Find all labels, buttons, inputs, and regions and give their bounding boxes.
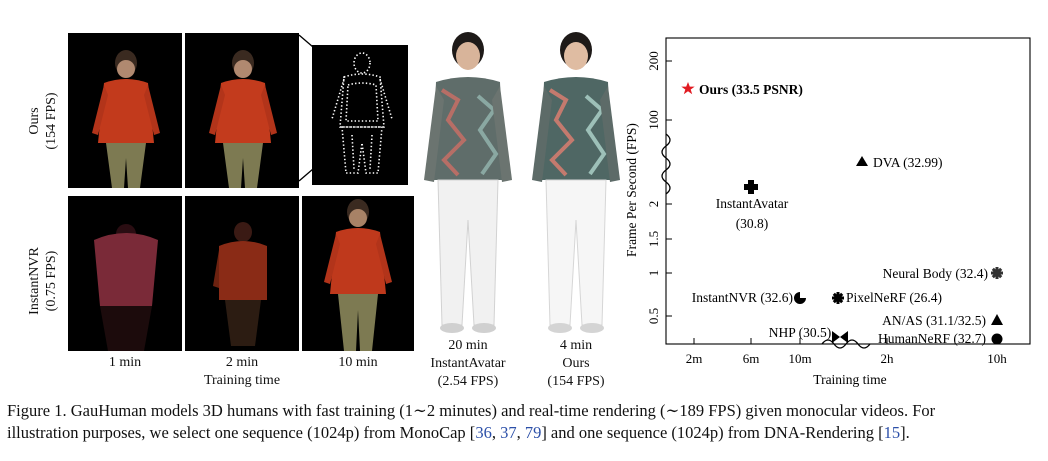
ours-avatar-fps: (154 FPS) [547, 374, 605, 389]
citation-15[interactable]: 15 [883, 423, 901, 442]
instantavatar-fps: (2.54 FPS) [437, 374, 499, 389]
time-label-2min: 2 min [225, 355, 259, 370]
zoom-connector [298, 33, 315, 183]
instantavatar-name: InstantAvatar [430, 356, 506, 371]
marker-dva-triangle [856, 156, 868, 166]
caption-line-2-mid: ] and one sequence (1024p) from DNA-Rend… [541, 423, 884, 442]
marker-pixelnerf-burst [832, 292, 844, 304]
ours-avatar-name: Ours [562, 356, 590, 371]
instantnvr-2min-render [185, 196, 299, 351]
x-tick-10h: 10h [987, 351, 1007, 366]
fps-vs-training-chart: 200 100 2 1.5 1 0.5 Frame Per Second (FP… [620, 30, 1040, 398]
caption-sep: , [491, 423, 501, 442]
y-tick-2: 2 [646, 201, 661, 208]
citation-37[interactable]: 37 [500, 423, 517, 442]
time-label-10min: 10 min [338, 355, 378, 370]
ours-avatar-label: 4 min Ours (154 FPS) [520, 337, 632, 391]
ours-avatar-render [526, 30, 626, 335]
ours-avatar-time: 4 min [559, 338, 593, 353]
label-dva: DVA (32.99) [873, 155, 943, 170]
marker-neuralbody-burst [991, 267, 1003, 279]
label-instantavatar-line1: InstantAvatar [716, 196, 789, 211]
caption-sep: , [516, 423, 525, 442]
instantnvr-10min-render [302, 196, 414, 351]
marker-instantnvr-halfcircle [794, 292, 806, 304]
ours-gaussian-points-render [312, 45, 408, 185]
y-tick-1: 1 [646, 270, 661, 277]
y-tick-100: 100 [646, 110, 661, 130]
label-humannerf: HumanNeRF (32.7) [878, 331, 986, 346]
chart-svg: 200 100 2 1.5 1 0.5 Frame Per Second (FP… [624, 37, 1031, 387]
marker-anas-triangle [991, 314, 1003, 325]
training-time-title-left: Training time [203, 373, 281, 388]
ours-1min-render [68, 33, 182, 188]
row-label-ours: Ours (154 FPS) [27, 92, 59, 150]
marker-humannerf-circle [991, 333, 1003, 345]
y-tick-200: 200 [646, 51, 661, 71]
instantavatar-label: 20 min InstantAvatar (2.54 FPS) [412, 337, 524, 391]
citation-36[interactable]: 36 [475, 423, 492, 442]
x-tick-2h: 2h [881, 351, 895, 366]
citation-79[interactable]: 79 [524, 423, 542, 442]
label-instantnvr: InstantNVR (32.6) [692, 290, 793, 305]
x-tick-10m: 10m [788, 351, 811, 366]
label-instantavatar-line2: (30.8) [736, 216, 769, 231]
x-axis-break [821, 339, 871, 349]
time-label-1min: 1 min [108, 355, 142, 370]
x-axis-title: Training time [813, 372, 886, 387]
caption-line-1: Figure 1. GauHuman models 3D humans with… [7, 401, 936, 420]
label-anas: AN/AS (31.1/32.5) [882, 313, 986, 328]
figure-caption: Figure 1. GauHuman models 3D humans with… [7, 400, 1042, 444]
y-axis-title: Frame Per Second (FPS) [624, 123, 639, 257]
marker-nhp-bowtie [832, 331, 848, 343]
marker-instantavatar-plus [744, 180, 758, 194]
y-axis-break [661, 133, 671, 195]
caption-line-2: illustration purposes, we select one seq… [7, 422, 1042, 444]
label-neuralbody: Neural Body (32.4) [883, 266, 988, 281]
marker-ours-star [681, 82, 695, 95]
instantavatar-render [418, 30, 518, 335]
ours-2min-render [185, 33, 299, 188]
plot-frame [665, 37, 1031, 345]
y-tick-1-5: 1.5 [646, 231, 661, 247]
row-label-instantnvr: InstantNVR (0.75 FPS) [27, 247, 59, 315]
caption-line-2-end: ]. [900, 423, 910, 442]
x-tick-6m: 6m [743, 351, 760, 366]
instantnvr-1min-render [68, 196, 182, 351]
label-pixelnerf: PixelNeRF (26.4) [846, 290, 942, 305]
label-ours: Ours (33.5 PSNR) [699, 82, 803, 97]
x-tick-2m: 2m [686, 351, 703, 366]
y-tick-0-5: 0.5 [646, 308, 661, 324]
instantavatar-time: 20 min [448, 338, 488, 353]
label-nhp: NHP (30.5) [769, 325, 832, 340]
caption-line-2-pre: illustration purposes, we select one seq… [7, 423, 476, 442]
